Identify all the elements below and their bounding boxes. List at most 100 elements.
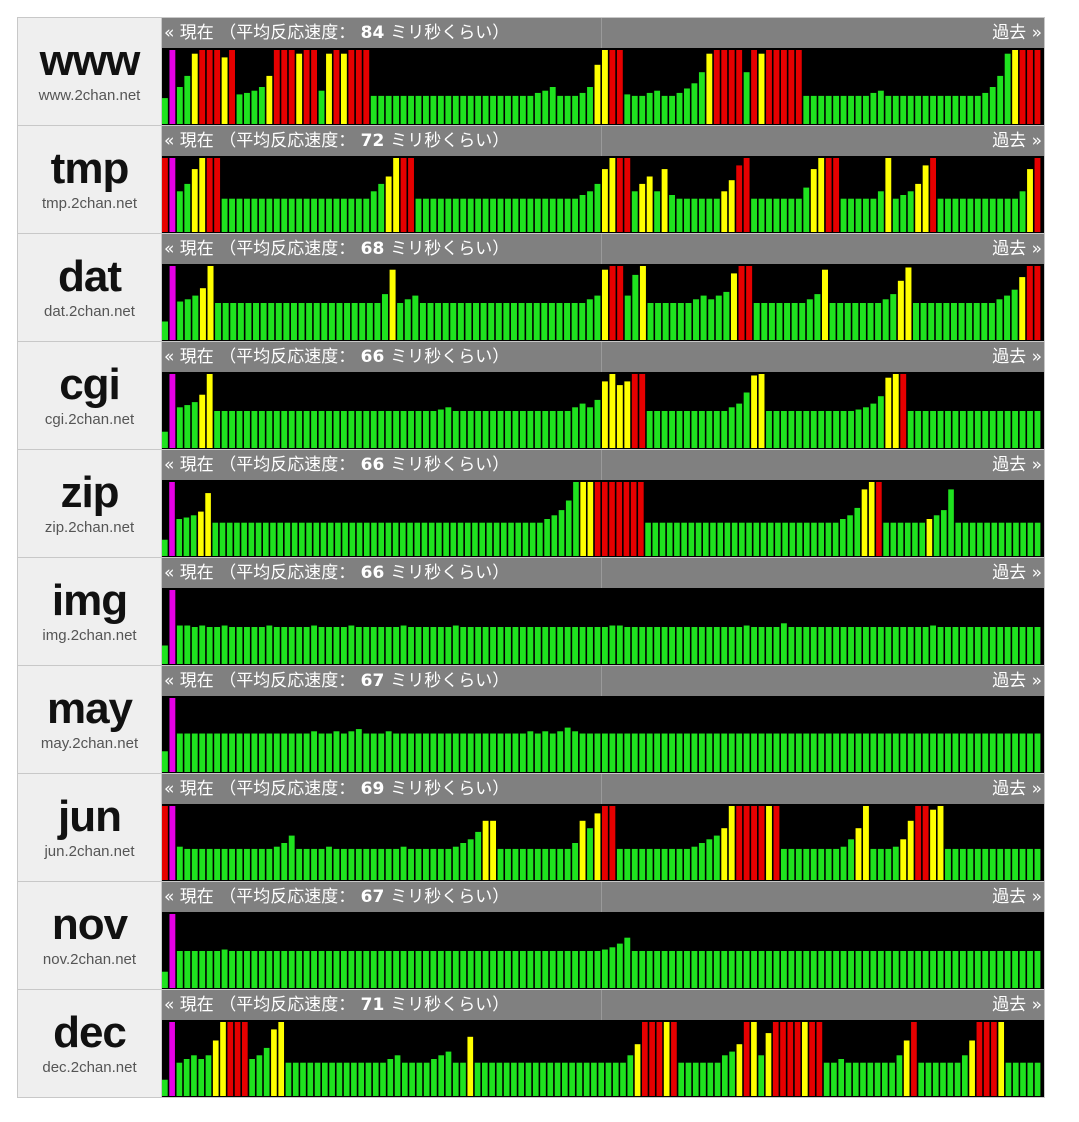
bar-may-81 [766, 733, 772, 772]
bar-jun-64 [639, 848, 646, 880]
server-row-may: may may.2chan.net « 現在 （平均反応速度： 67 ミリ秒くら… [18, 666, 1044, 774]
bar-tmp-78 [743, 158, 750, 232]
bar-tmp-108 [967, 198, 974, 232]
bar-dat-110 [996, 299, 1003, 340]
now-link[interactable]: « 現在 [164, 995, 214, 1015]
past-link[interactable]: 過去 » [992, 671, 1042, 691]
bar-img-34 [415, 627, 422, 664]
past-link[interactable]: 過去 » [992, 887, 1042, 907]
bar-zip-48 [508, 522, 514, 556]
bar-zip-107 [933, 515, 940, 556]
past-link[interactable]: 過去 » [992, 131, 1042, 151]
bar-jun-78 [743, 806, 750, 880]
bar-www-108 [967, 95, 974, 124]
bar-dec-36 [423, 1062, 430, 1096]
bar-tmp-39 [452, 198, 459, 232]
bar-cgi-3 [184, 405, 191, 448]
bar-dec-71 [678, 1062, 685, 1096]
bar-img-4 [191, 627, 198, 664]
bar-may-53 [557, 731, 564, 772]
now-link[interactable]: « 現在 [164, 347, 214, 367]
past-link[interactable]: 過去 » [992, 563, 1042, 583]
bar-nov-39 [452, 951, 459, 988]
bar-www-111 [989, 87, 996, 124]
now-link[interactable]: « 現在 [164, 887, 214, 907]
bar-www-33 [408, 95, 414, 124]
bar-www-113 [1004, 53, 1011, 124]
bar-dat-106 [966, 303, 973, 340]
past-link[interactable]: 過去 » [992, 239, 1042, 259]
bar-tmp-87 [810, 169, 817, 232]
bar-nov-94 [863, 951, 869, 988]
bar-may-6 [206, 733, 213, 772]
past-link[interactable]: 過去 » [992, 455, 1042, 475]
bar-nov-32 [400, 951, 407, 988]
bar-dat-112 [1011, 289, 1018, 340]
bar-dec-29 [372, 1062, 379, 1096]
bar-nov-38 [445, 951, 452, 988]
bar-dat-58 [602, 269, 608, 340]
bar-may-116 [1027, 733, 1033, 772]
bar-www-11 [244, 92, 250, 124]
bar-zip-36 [421, 522, 428, 556]
bar-jun-20 [311, 848, 318, 880]
bar-zip-25 [342, 522, 348, 556]
bar-cgi-105 [945, 411, 951, 448]
bar-tmp-6 [206, 158, 213, 232]
now-link[interactable]: « 現在 [164, 563, 214, 583]
bar-dec-1 [169, 1022, 175, 1096]
bar-may-7 [214, 733, 221, 772]
bar-zip-92 [825, 522, 832, 556]
bar-may-109 [974, 733, 981, 772]
bar-nov-36 [430, 951, 437, 988]
past-link[interactable]: 過去 » [992, 995, 1042, 1015]
now-link[interactable]: « 現在 [164, 779, 214, 799]
bar-may-27 [363, 733, 370, 772]
bar-may-75 [721, 733, 728, 772]
bar-cgi-113 [1004, 411, 1011, 448]
bar-jun-117 [1034, 848, 1041, 880]
bar-nov-96 [877, 951, 884, 988]
bar-cgi-111 [989, 411, 996, 448]
bar-dat-60 [617, 266, 624, 340]
bar-dat-39 [457, 303, 464, 340]
past-link[interactable]: 過去 » [992, 779, 1042, 799]
bar-cgi-95 [870, 403, 877, 448]
now-link[interactable]: « 現在 [164, 239, 214, 259]
bar-zip-72 [681, 522, 687, 556]
bar-nov-65 [646, 951, 653, 988]
bar-dec-67 [649, 1022, 655, 1096]
bar-nov-82 [773, 951, 780, 988]
bar-img-71 [691, 627, 698, 664]
now-link[interactable]: « 現在 [164, 131, 214, 151]
past-link[interactable]: 過去 » [992, 23, 1042, 43]
bar-zip-37 [428, 522, 435, 556]
bar-zip-68 [652, 522, 659, 556]
now-link[interactable]: « 現在 [164, 671, 214, 691]
bar-img-84 [788, 627, 795, 664]
bar-dec-61 [605, 1062, 612, 1096]
past-link[interactable]: 過去 » [992, 347, 1042, 367]
bar-img-53 [557, 627, 564, 664]
bar-jun-75 [721, 828, 728, 880]
bar-www-17 [288, 50, 295, 124]
server-label: zip zip.2chan.net [18, 450, 162, 557]
now-link[interactable]: « 現在 [164, 455, 214, 475]
bar-may-115 [1019, 733, 1026, 772]
bar-may-78 [743, 733, 750, 772]
bar-zip-89 [803, 522, 810, 556]
bar-img-105 [945, 627, 951, 664]
bar-nov-29 [378, 951, 385, 988]
bar-may-68 [669, 733, 675, 772]
bar-www-42 [475, 95, 482, 124]
bar-nov-59 [602, 949, 608, 988]
bar-dat-5 [199, 288, 206, 340]
bar-dat-37 [442, 303, 449, 340]
bar-www-64 [639, 95, 646, 124]
bar-nov-60 [609, 947, 616, 988]
bar-nov-83 [780, 951, 787, 988]
bar-dec-57 [576, 1062, 583, 1096]
bar-jun-106 [952, 848, 959, 880]
bar-img-27 [363, 627, 370, 664]
now-link[interactable]: « 現在 [164, 23, 214, 43]
